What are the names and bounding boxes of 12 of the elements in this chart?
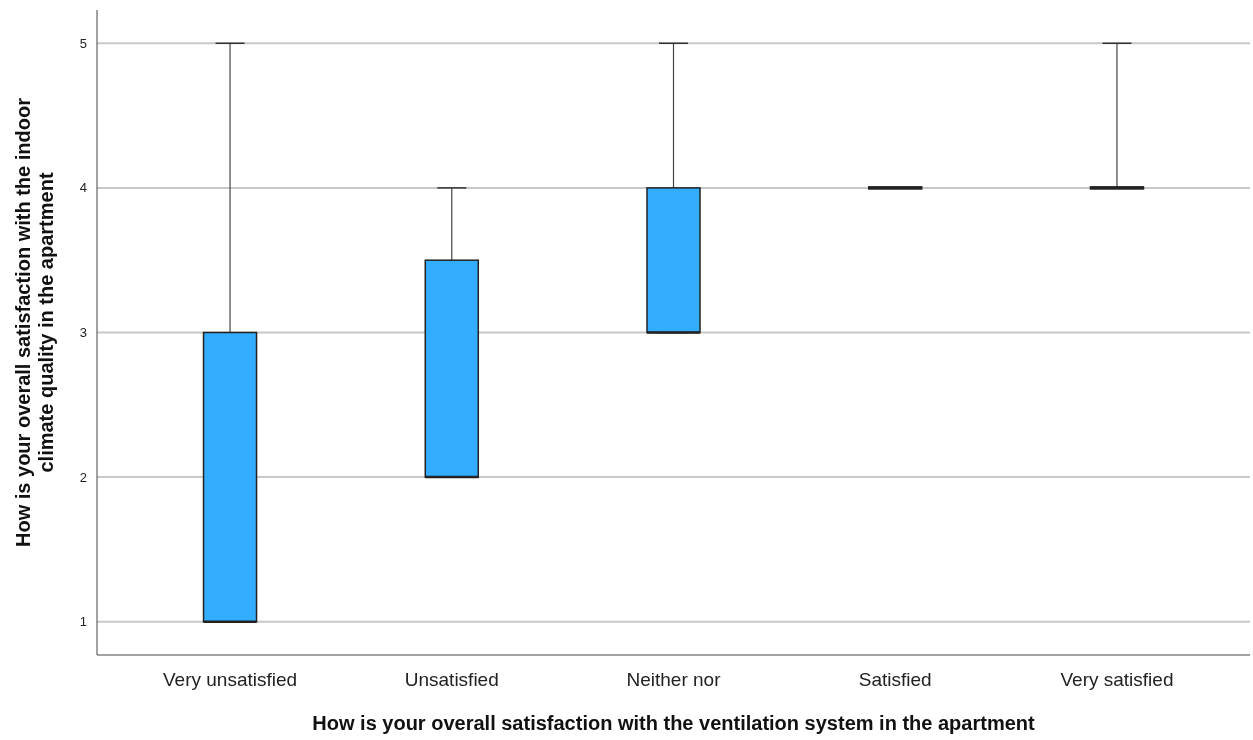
- x-tick-label: Very satisfied: [1060, 669, 1174, 690]
- x-axis-title: How is your overall satisfaction with the ventilation system in the apartment: [312, 712, 1036, 734]
- y-tick-label: 4: [79, 180, 87, 196]
- y-tick-label: 5: [79, 35, 87, 51]
- x-tick-label: Very unsatisfied: [162, 669, 298, 690]
- x-tick-label: Neither nor: [626, 669, 722, 690]
- y-tick-label: 1: [79, 614, 87, 630]
- x-tick-label: Satisfied: [858, 669, 932, 690]
- y-tick-label: 3: [79, 325, 87, 341]
- x-tick-label: Unsatisfied: [404, 669, 499, 690]
- y-axis-title: How is your overall satisfaction with the indoor climate quality in the apartment: [12, 97, 57, 547]
- y-tick-label: 2: [79, 469, 87, 485]
